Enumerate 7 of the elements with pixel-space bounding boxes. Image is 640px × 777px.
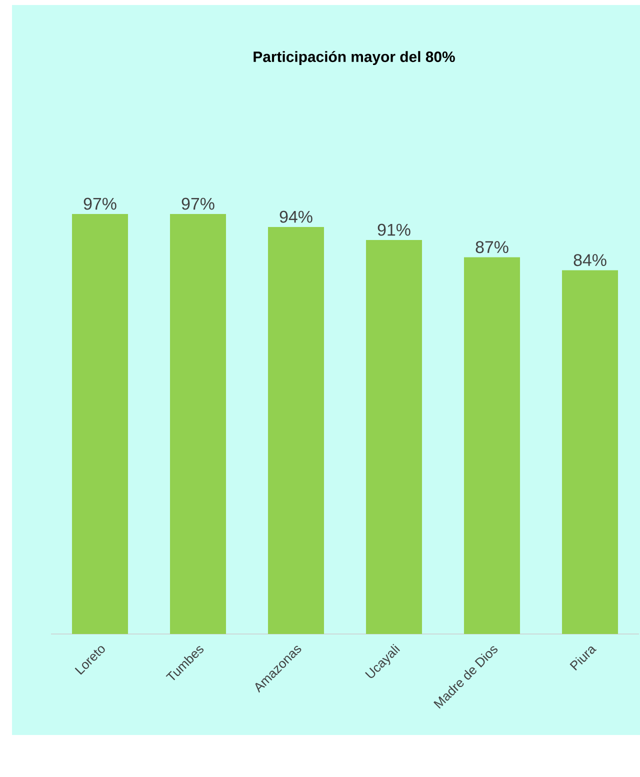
- data-label: 84%: [574, 254, 606, 266]
- data-label: 87%: [476, 241, 508, 254]
- data-label: 97%: [182, 198, 214, 210]
- data-label: 97%: [84, 198, 116, 210]
- chart-title: Participación mayor del 80%: [254, 50, 455, 66]
- data-label: 94%: [280, 210, 312, 223]
- data-label: 91%: [378, 224, 410, 236]
